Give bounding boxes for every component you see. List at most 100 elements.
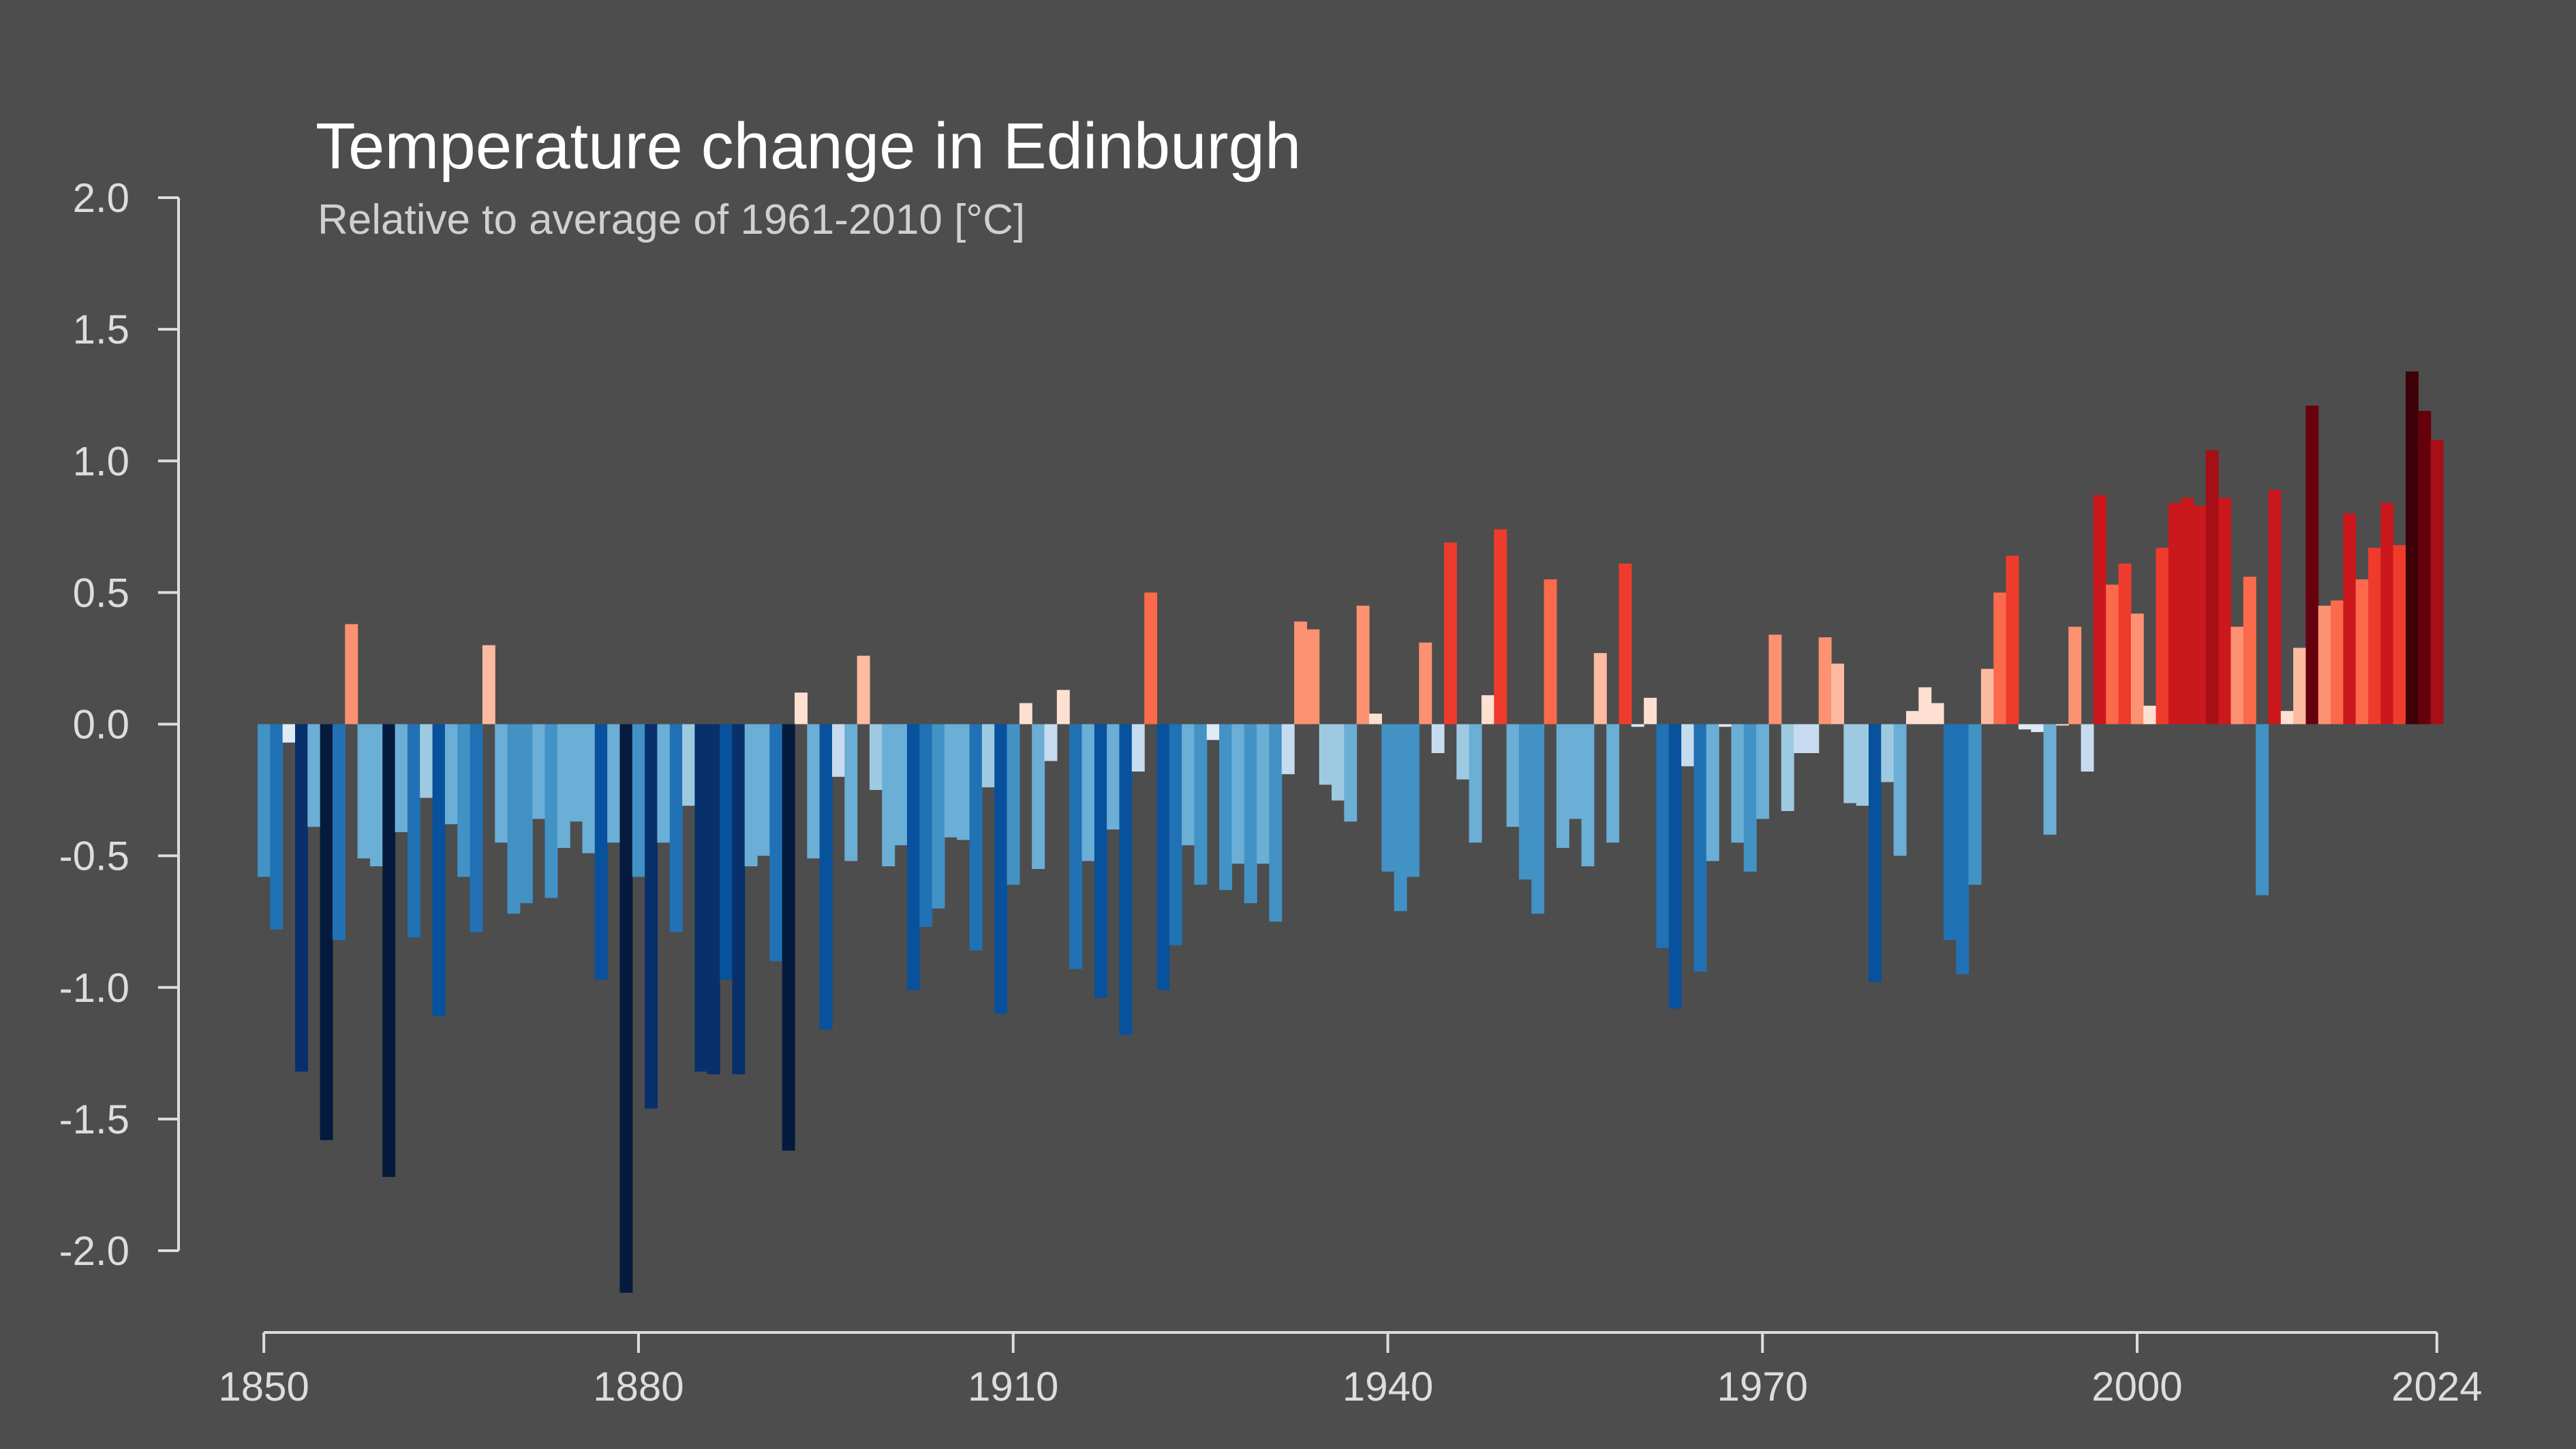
bar-1975	[1818, 637, 1832, 724]
bar-2022	[2406, 371, 2419, 724]
bar-2007	[2218, 498, 2232, 724]
x-tick-label: 1850	[218, 1364, 309, 1409]
bar-1964	[1681, 724, 1695, 767]
bar-1860	[382, 724, 396, 1177]
bar-1955	[1569, 724, 1582, 819]
bar-1936	[1332, 724, 1345, 801]
bar-1967	[1719, 724, 1732, 727]
bars-group	[258, 371, 2444, 1293]
bar-1875	[570, 724, 583, 822]
bar-1895	[819, 724, 833, 1030]
bar-1958	[1606, 724, 1620, 843]
bar-1980	[1881, 724, 1895, 782]
bar-1970	[1756, 724, 1770, 819]
bar-1956	[1581, 724, 1595, 867]
bar-1944	[1431, 724, 1445, 753]
bar-1965	[1693, 724, 1707, 972]
bar-1865	[444, 724, 458, 825]
bar-1947	[1469, 724, 1482, 843]
bar-1926	[1206, 724, 1220, 740]
bar-1917	[1094, 724, 1107, 998]
bar-1971	[1768, 635, 1782, 724]
bar-1913	[1044, 724, 1058, 761]
bar-1927	[1219, 724, 1233, 890]
bar-2021	[2393, 545, 2406, 724]
bar-1995	[2068, 626, 2082, 724]
x-tick-label: 2024	[2391, 1364, 2482, 1409]
bar-2014	[2305, 406, 2319, 724]
bar-1877	[594, 724, 608, 980]
bar-1918	[1107, 724, 1120, 829]
bar-1878	[607, 724, 621, 843]
bar-1923	[1169, 724, 1182, 945]
y-tick-label: 0.0	[73, 702, 129, 748]
bar-1881	[645, 724, 658, 1109]
bar-1883	[669, 724, 683, 932]
bar-1890	[757, 724, 770, 856]
bar-1997	[2093, 495, 2106, 724]
bar-2003	[2168, 503, 2181, 724]
bar-1988	[1980, 669, 1994, 724]
bar-1940	[1381, 724, 1395, 872]
bar-1901	[894, 724, 908, 846]
bar-2008	[2230, 626, 2244, 724]
bar-1928	[1231, 724, 1245, 864]
x-tick-label: 1880	[593, 1364, 684, 1409]
bar-1976	[1831, 663, 1844, 724]
bar-1857	[345, 624, 358, 724]
bar-2019	[2368, 547, 2381, 724]
bar-1987	[1968, 724, 1982, 885]
bar-1858	[357, 724, 371, 859]
y-tick-label: 1.0	[73, 438, 129, 484]
bar-1993	[2043, 724, 2057, 835]
bar-1886	[707, 724, 720, 1075]
bar-1859	[369, 724, 383, 867]
bar-1920	[1131, 724, 1145, 772]
bar-1982	[1905, 711, 1919, 724]
bar-1907	[969, 724, 983, 951]
bar-1951	[1518, 724, 1532, 880]
bar-1972	[1781, 724, 1794, 811]
chart-title: Temperature change in Edinburgh	[316, 110, 1301, 183]
bar-1910	[1007, 724, 1020, 885]
bar-1935	[1319, 724, 1332, 785]
bar-1887	[720, 724, 733, 980]
bar-1872	[532, 724, 546, 819]
bar-1870	[507, 724, 521, 914]
bar-1891	[769, 724, 783, 962]
bar-1979	[1869, 724, 1882, 983]
bar-2015	[2318, 605, 2331, 724]
x-tick-label: 1910	[968, 1364, 1058, 1409]
chart-subtitle: Relative to average of 1961-2010 [°C]	[318, 196, 1025, 243]
x-tick-label: 2000	[2091, 1364, 2182, 1409]
bar-1925	[1194, 724, 1208, 885]
bar-1880	[632, 724, 645, 877]
bar-1939	[1368, 714, 1382, 724]
bar-1862	[407, 724, 420, 938]
bar-2002	[2156, 547, 2169, 724]
bar-1941	[1394, 724, 1407, 911]
y-tick-label: 1.5	[73, 307, 129, 352]
y-tick-label: -1.5	[59, 1097, 129, 1142]
y-tick-label: 0.5	[73, 570, 129, 615]
bar-1894	[807, 724, 821, 859]
bar-1850	[258, 724, 271, 877]
bar-1911	[1019, 703, 1032, 724]
bar-1916	[1082, 724, 1095, 861]
bar-1914	[1056, 690, 1070, 724]
bar-2009	[2243, 577, 2256, 724]
bar-1961	[1644, 697, 1657, 724]
bar-1933	[1294, 621, 1307, 724]
bar-1949	[1494, 529, 1507, 724]
bar-1959	[1619, 563, 1632, 724]
x-axis: 1850 1880 1910 1940 1970 2000 2024	[218, 1331, 2483, 1409]
y-tick-label: -0.5	[59, 834, 129, 879]
bar-1855	[320, 724, 333, 1140]
bar-1953	[1544, 579, 1557, 724]
bar-1904	[932, 724, 945, 909]
bar-1986	[1956, 724, 1969, 975]
bar-1942	[1406, 724, 1420, 877]
bar-1852	[282, 724, 296, 743]
bar-1937	[1344, 724, 1358, 822]
